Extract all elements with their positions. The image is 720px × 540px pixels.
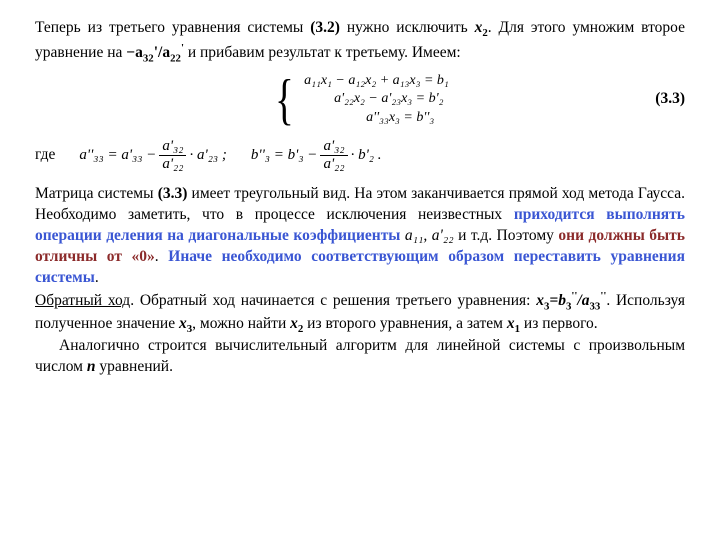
brace-icon: { bbox=[275, 72, 294, 128]
paragraph-3: Обратный ход. Обратный ход начинается с … bbox=[35, 289, 685, 337]
p1-cslash: '/a bbox=[154, 44, 170, 61]
paragraph-1: Теперь из третьего уравнения системы (3.… bbox=[35, 18, 685, 66]
p3-t4: из второго уравнения, а затем bbox=[303, 315, 507, 332]
f2-den: a'₂₂ bbox=[320, 156, 347, 173]
p2-ref: (3.3) bbox=[158, 185, 188, 202]
p1-coef: −a bbox=[126, 44, 143, 61]
p1-ref1: (3.2) bbox=[310, 19, 340, 36]
page-body: Теперь из третьего уравнения системы (3.… bbox=[0, 0, 720, 396]
p2-t4: . bbox=[155, 248, 168, 265]
p3-eq-x: x bbox=[536, 292, 544, 309]
f1-frac: a'₃₂ a'₂₂ bbox=[159, 138, 186, 172]
f1-den: a'₂₂ bbox=[159, 156, 186, 173]
where-block: где a''₃₃ = a'₃₃ − a'₃₂ a'₂₂ · a'₂₃ ; b'… bbox=[35, 138, 685, 172]
f1-num: a'₃₂ bbox=[159, 138, 186, 156]
p3-x3: x bbox=[179, 315, 187, 332]
p1-t1: Теперь из третьего уравнения системы bbox=[35, 19, 310, 36]
p3-eq-sl: /a bbox=[577, 292, 589, 309]
p1-csub2: 22 bbox=[170, 52, 181, 64]
f2-lhs: b''₃ = b'₃ − bbox=[251, 145, 318, 165]
p3-x1: x bbox=[507, 315, 515, 332]
where-formula-1: a''₃₃ = a'₃₃ − a'₃₂ a'₂₂ · a'₂₃ ; bbox=[79, 138, 227, 172]
p1-csub1: 32 bbox=[143, 52, 154, 64]
p3-x2: x bbox=[290, 315, 298, 332]
p1-t4: и прибавим результат к третьему. Имеем: bbox=[184, 44, 461, 61]
p3-u: Обратный ход bbox=[35, 292, 130, 309]
p1-t2: нужно исключить bbox=[340, 19, 475, 36]
p2-t3: и т.д. Поэтому bbox=[458, 227, 558, 244]
p3-eq-eq: =b bbox=[549, 292, 566, 309]
p3-t3: , можно найти bbox=[192, 315, 290, 332]
where-label: где bbox=[35, 145, 55, 166]
p2-t5: . bbox=[95, 269, 99, 286]
f2-rhs: · b'₂ . bbox=[351, 145, 382, 165]
f1-rhs: · a'₂₃ ; bbox=[189, 145, 226, 165]
p3-t5: из первого. bbox=[520, 315, 598, 332]
paragraph-4: Аналогично строится вычислительный алгор… bbox=[35, 336, 685, 378]
f2-frac: a'₃₂ a'₂₂ bbox=[320, 138, 347, 172]
p2-t1: Матрица системы bbox=[35, 185, 158, 202]
eq-row-3: a''₃₃x₃ = b''₃ bbox=[304, 109, 434, 128]
p3-eq-as: 33 bbox=[589, 300, 600, 312]
p2-coefs: a₁₁, a'₂₂ bbox=[400, 227, 458, 244]
equation-number: (3.3) bbox=[655, 89, 685, 110]
f2-num: a'₃₂ bbox=[320, 138, 347, 156]
equation-rows: a₁₁x₁ − a₁₂x₂ + a₁₃x₃ = b₁ a'₂₂x₂ − a'₂₃… bbox=[304, 72, 449, 129]
paragraph-2: Матрица системы (3.3) имеет треугольный … bbox=[35, 184, 685, 289]
p4-t2: уравнений. bbox=[95, 358, 173, 375]
f1-lhs: a''₃₃ = a'₃₃ − bbox=[79, 145, 156, 165]
eq-row-2: a'₂₂x₂ − a'₂₃x₃ = b'₂ bbox=[304, 90, 443, 109]
eq-row-1: a₁₁x₁ − a₁₂x₂ + a₁₃x₃ = b₁ bbox=[304, 72, 449, 91]
equation-system: { a₁₁x₁ − a₁₂x₂ + a₁₃x₃ = b₁ a'₂₂x₂ − a'… bbox=[35, 72, 685, 129]
p3-t1: . Обратный ход начинается с решения трет… bbox=[130, 292, 536, 309]
where-formula-2: b''₃ = b'₃ − a'₃₂ a'₂₂ · b'₂ . bbox=[251, 138, 382, 172]
